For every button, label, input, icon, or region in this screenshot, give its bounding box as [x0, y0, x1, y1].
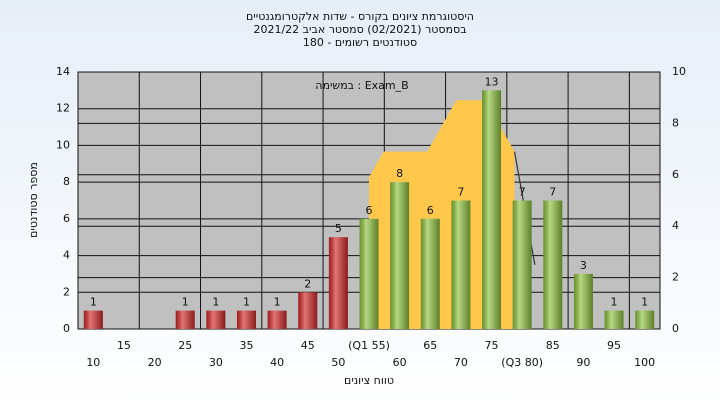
y2-tick-label: 8 — [672, 116, 679, 129]
bar-shade — [236, 310, 256, 329]
bar-shade — [420, 218, 440, 329]
bar-shade — [604, 310, 624, 329]
annotation: Exam_B : במשימה — [315, 79, 408, 92]
bar-shade — [512, 200, 532, 329]
x-axis-label: טווח ציונים — [344, 374, 394, 387]
value-label: 8 — [396, 167, 403, 180]
x-tick-label: (Q1 55) — [348, 339, 390, 352]
x-tick-label: 60 — [393, 356, 407, 369]
bar-shade — [451, 200, 471, 329]
x-tick-label: 40 — [270, 356, 284, 369]
x-tick-label: 65 — [423, 339, 437, 352]
bar-shade — [206, 310, 226, 329]
x-tick-label: 25 — [178, 339, 192, 352]
x-tick-label: 100 — [634, 356, 655, 369]
value-label: 3 — [580, 259, 587, 272]
bar-shade — [359, 218, 379, 329]
value-label: 7 — [519, 186, 526, 199]
y2-tick-label: 4 — [672, 219, 679, 232]
value-label: 1 — [90, 296, 97, 309]
bar-shade — [543, 200, 563, 329]
x-tick-label: 85 — [546, 339, 560, 352]
y-tick-label: 10 — [56, 138, 70, 151]
title-line: בסמסטר (02/2021) סמסטר אביב 2021/22 — [253, 23, 466, 36]
x-tick-label: 95 — [607, 339, 621, 352]
bar-shade — [390, 182, 410, 329]
bar-shade — [635, 310, 655, 329]
x-tick-label: 35 — [239, 339, 253, 352]
value-label: 1 — [611, 296, 618, 309]
bar-shade — [482, 90, 502, 329]
x-tick-label: 75 — [485, 339, 499, 352]
value-label: 5 — [335, 222, 342, 235]
value-label: 2 — [304, 277, 311, 290]
y2-tick-label: 10 — [672, 65, 686, 78]
bar-shade — [83, 310, 103, 329]
title-line: סטודנטים רשומים - 180 — [303, 36, 417, 49]
bar-shade — [328, 237, 348, 329]
x-tick-label: 20 — [148, 356, 162, 369]
y2-tick-label: 6 — [672, 168, 679, 181]
x-tick-label: 15 — [117, 339, 131, 352]
x-tick-label: 10 — [86, 356, 100, 369]
title-line: היסטוגרמת ציונים בקורס - שדות אלקטרומגנט… — [246, 10, 474, 23]
x-tick-label: 90 — [576, 356, 590, 369]
y-tick-label: 6 — [63, 212, 70, 225]
x-tick-label: (Q3 80) — [501, 356, 543, 369]
value-label: 1 — [182, 296, 189, 309]
y-tick-label: 8 — [63, 175, 70, 188]
value-label: 1 — [212, 296, 219, 309]
value-label: 1 — [243, 296, 250, 309]
value-label: 6 — [366, 204, 373, 217]
x-tick-label: 45 — [301, 339, 315, 352]
y-tick-label: 14 — [56, 65, 70, 78]
bar-shade — [298, 292, 318, 329]
y-tick-label: 4 — [63, 249, 70, 262]
value-label: 1 — [274, 296, 281, 309]
bar-shade — [573, 273, 593, 329]
y-axis-label: מספר סטודנטים — [27, 162, 40, 238]
value-label: 6 — [427, 204, 434, 217]
x-tick-label: 30 — [209, 356, 223, 369]
x-tick-label: 70 — [454, 356, 468, 369]
value-label: 1 — [641, 296, 648, 309]
value-label: 7 — [457, 186, 464, 199]
y2-tick-label: 2 — [672, 271, 679, 284]
value-label: 7 — [549, 186, 556, 199]
y-tick-label: 2 — [63, 285, 70, 298]
y-tick-label: 12 — [56, 102, 70, 115]
y-tick-label: 0 — [63, 322, 70, 335]
bar-shade — [267, 310, 287, 329]
value-label: 13 — [485, 75, 499, 88]
y2-tick-label: 0 — [672, 322, 679, 335]
x-tick-label: 50 — [331, 356, 345, 369]
bar-shade — [175, 310, 195, 329]
